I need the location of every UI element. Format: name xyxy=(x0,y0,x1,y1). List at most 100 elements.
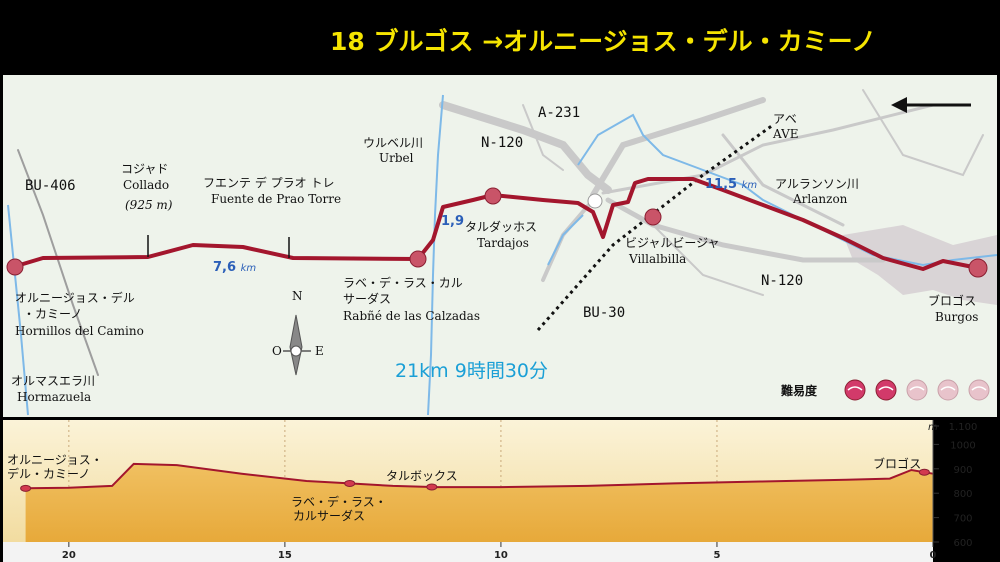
river-branch xyxy=(547,214,584,266)
difficulty-dot xyxy=(844,379,866,401)
compass-w: O xyxy=(272,344,282,358)
x-tick-label: 20 xyxy=(62,550,76,561)
profile-town-dot xyxy=(344,479,356,487)
road-label-n120-bottom: N-120 xyxy=(761,273,803,289)
difficulty-label: 難易度 xyxy=(781,383,818,398)
profile-town-dot xyxy=(20,484,32,492)
road-a231 xyxy=(590,97,766,198)
road-label-a231: A-231 xyxy=(538,105,580,121)
y-tick-label: 1000 xyxy=(950,440,975,451)
place-rabe-jp2: サーダス xyxy=(343,291,391,306)
profile-label-tarbox: タルボックス xyxy=(386,469,458,483)
place-hornillos-jp1: オルニージョス・デル xyxy=(15,290,135,305)
town-markers xyxy=(6,187,988,278)
map-background xyxy=(3,75,997,417)
place-hornillos-lat: Hornillos del Camino xyxy=(15,324,144,338)
compass-n: N xyxy=(292,289,303,303)
rail-label-jp: アベ xyxy=(773,112,797,126)
place-burgos-lat: Burgos xyxy=(935,310,978,324)
place-fuente-jp: フエンテ デ プラオ トレ xyxy=(203,175,334,190)
junction-circle xyxy=(587,193,603,209)
place-villalbilla-lat: Villalbilla xyxy=(628,252,686,266)
profile-label-rabe-1: ラベ・デ・ラス・ xyxy=(291,494,387,509)
place-collado-jp: コジャド xyxy=(121,162,168,176)
river-arlanzon xyxy=(577,113,997,267)
road-n120-south xyxy=(605,197,886,263)
y-axis-ticks: 1.100 1000 900 800 700 600 xyxy=(933,422,977,549)
difficulty-rating xyxy=(844,379,990,401)
town-rabe-dot xyxy=(409,250,427,268)
place-collado-lat: Collado xyxy=(123,178,169,192)
compass-rose: N E O xyxy=(272,289,324,376)
y-tick-label: 800 xyxy=(953,489,972,500)
road-label-bu406: BU-406 xyxy=(25,178,76,194)
route-map: N E O BU-406 A-231 N-120 N-120 BU-30 アベ … xyxy=(3,75,997,417)
river-urbel xyxy=(427,94,444,416)
road-label-n120-top: N-120 xyxy=(481,135,523,151)
distance-segment-1: 7,6 km xyxy=(213,260,256,275)
road-network xyxy=(17,89,984,376)
y-tick-label: 600 xyxy=(953,538,972,549)
profile-town-markers xyxy=(20,468,930,492)
x-tick-label: 10 xyxy=(494,550,508,561)
arrow-left-icon xyxy=(891,97,971,113)
distance-segment-2: 1,9 xyxy=(441,214,464,229)
rivers xyxy=(7,94,997,416)
x-tick-label: 5 xyxy=(713,550,720,561)
elevation-profile: 20 15 10 5 0 1.100 1000 900 800 700 600 m オルニージョス… xyxy=(3,420,977,562)
elevation-line xyxy=(25,462,934,490)
x-axis-ticks: 20 15 10 5 0 xyxy=(62,542,937,561)
profile-town-dot xyxy=(918,468,930,476)
place-villalbilla-jp: ビジャルビージャ xyxy=(625,236,720,250)
river-urbel-lat: Urbel xyxy=(379,151,414,165)
compass-needle-icon xyxy=(289,314,303,376)
y-tick-label: 900 xyxy=(953,465,972,476)
river-arlanzon-jp: アルランソン川 xyxy=(775,177,859,191)
difficulty-dot xyxy=(937,379,959,401)
road-label-bu30: BU-30 xyxy=(583,305,625,321)
title-bar: 18 ブルゴス →オルニージョス・デル・カミーノ xyxy=(0,0,1000,75)
river-urbel-jp: ウルベル川 xyxy=(363,136,423,150)
river-arlanzon-lat: Arlanzon xyxy=(792,192,848,206)
road-local-5 xyxy=(862,89,984,177)
stage-summary: 21km 9時間30分 xyxy=(395,360,548,382)
town-villalbilla-dot xyxy=(644,208,662,226)
road-n120-north xyxy=(439,101,612,194)
profile-label-hornillos-2: デル・カミーノ xyxy=(7,466,90,481)
place-hornillos-jp2: ・カミーノ xyxy=(23,307,82,321)
ave-railway xyxy=(536,123,774,331)
profile-town-dot xyxy=(426,483,438,491)
river-hormazuela-jp: オルマスエラ川 xyxy=(11,374,95,388)
camino-route xyxy=(12,177,979,271)
road-local-4 xyxy=(522,104,564,171)
road-local-3 xyxy=(652,224,764,296)
place-rabe-jp1: ラベ・デ・ラス・カル xyxy=(343,275,463,290)
place-fuente-lat: Fuente de Prao Torre xyxy=(211,192,341,206)
road-bu406 xyxy=(17,149,99,376)
difficulty-dot xyxy=(875,379,897,401)
difficulty-dot xyxy=(968,379,990,401)
place-burgos-jp: ブロゴス xyxy=(928,293,976,308)
place-rabe-lat: Rabñé de las Calzadas xyxy=(343,309,480,323)
profile-label-burgos: ブロゴス xyxy=(873,456,921,471)
river-hormazuela xyxy=(7,204,29,416)
town-hornillos-dot xyxy=(6,258,24,276)
place-tardajos-lat: Tardajos xyxy=(477,236,529,250)
difficulty-dot xyxy=(906,379,928,401)
rail-label-lat: AVE xyxy=(772,127,799,141)
stage-title: 18 ブルゴス →オルニージョス・デル・カミーノ xyxy=(330,27,877,56)
y-tick-label: 1.100 xyxy=(949,422,978,433)
town-tardajos-dot xyxy=(484,187,502,205)
compass-e: E xyxy=(315,344,324,358)
profile-label-hornillos-1: オルニージョス・ xyxy=(7,453,103,467)
x-tick-label: 0 xyxy=(930,550,937,561)
place-collado-alt: (925 m) xyxy=(125,198,173,212)
town-burgos-dot xyxy=(968,258,988,278)
river-hormazuela-lat: Hormazuela xyxy=(17,390,91,404)
profile-label-rabe-2: カルサーダス xyxy=(293,508,365,523)
y-tick-label: 700 xyxy=(953,514,972,525)
place-tardajos-jp: タルダッホス xyxy=(465,219,537,234)
x-tick-label: 15 xyxy=(278,550,292,561)
x-axis-band xyxy=(3,542,933,562)
distance-segment-3: 11,5 km xyxy=(705,177,757,192)
